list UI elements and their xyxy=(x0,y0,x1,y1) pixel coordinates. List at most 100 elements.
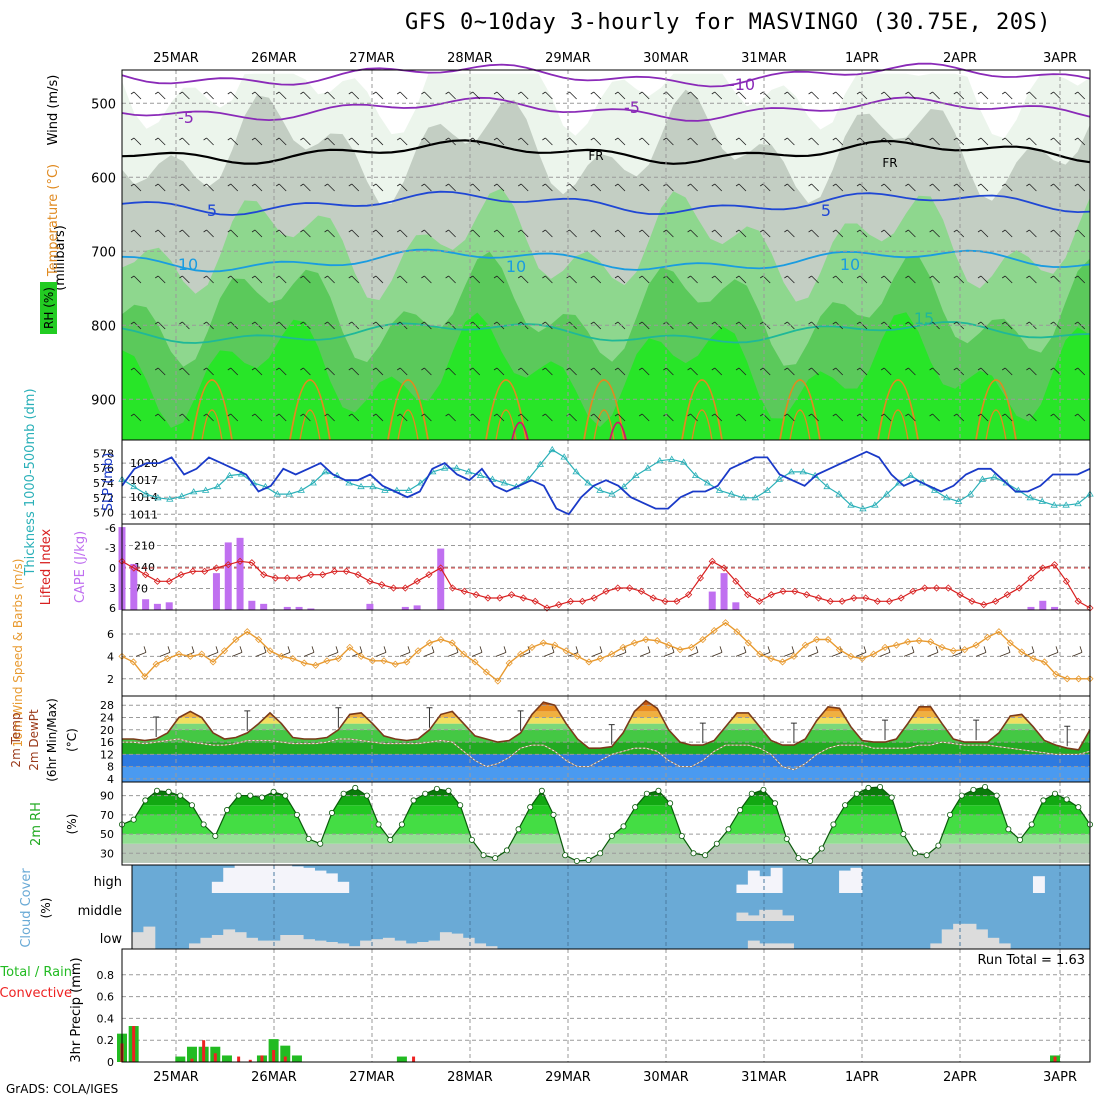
wind-barb xyxy=(396,183,408,192)
isotherm-label: -10 xyxy=(729,75,755,94)
wind-barb xyxy=(372,367,384,376)
wind-barb xyxy=(130,275,142,284)
thickness-marker-47 xyxy=(679,458,688,465)
isotherm-label: 10 xyxy=(178,255,198,274)
lifted-marker-40 xyxy=(590,594,598,602)
wind-barb xyxy=(517,275,529,284)
cape-bar xyxy=(295,606,303,610)
thickness-marker-50 xyxy=(715,486,724,493)
warm-contour-8 xyxy=(975,379,1017,441)
wind-barb xyxy=(1001,413,1013,422)
thickness-axis-label: Thickness 1000-500mb (dm) xyxy=(23,388,38,576)
thickness-marker-46 xyxy=(668,455,676,462)
rh-marker-16 xyxy=(305,835,312,842)
wind-speed-marker-80 xyxy=(1029,655,1037,663)
wind-barb xyxy=(445,91,456,100)
cloud-cell-low xyxy=(759,943,772,949)
lifted-marker-46 xyxy=(661,597,669,605)
cloud-cell-high xyxy=(770,867,783,893)
wind-barb xyxy=(348,91,360,100)
cloud-cell-low xyxy=(280,935,293,949)
wind-barb xyxy=(372,275,384,284)
rh-marker-24 xyxy=(398,821,405,828)
wind-barb xyxy=(348,183,360,192)
rh-marker-46 xyxy=(655,787,662,794)
wind-barb xyxy=(1074,229,1086,238)
hot-contour-2 xyxy=(609,421,627,441)
wind-barb xyxy=(977,183,989,192)
thickness-marker-70 xyxy=(954,497,963,504)
lifted-marker-57 xyxy=(791,587,799,595)
wind-barb xyxy=(638,183,650,192)
wind-barb xyxy=(590,183,602,192)
wind-speed-marker-46 xyxy=(642,635,650,644)
wind-barb xyxy=(808,91,819,100)
wind-barb xyxy=(1001,275,1013,284)
wind-barb xyxy=(179,413,190,422)
lifted-marker-68 xyxy=(921,584,929,592)
wind-barb xyxy=(251,367,263,376)
lifted-marker-23 xyxy=(389,584,398,592)
lifted-tick-label: -3 xyxy=(105,542,116,555)
lifted-marker-71 xyxy=(956,591,964,599)
wind-barb xyxy=(469,275,481,284)
wind-barb-10m xyxy=(231,646,243,657)
wind-barb xyxy=(735,229,747,238)
wind-barb xyxy=(300,275,311,284)
thickness-marker-30 xyxy=(476,471,485,478)
wind-speed-marker-79 xyxy=(1018,648,1026,656)
rh-marker-58 xyxy=(795,855,802,862)
warm-contour-inner-3 xyxy=(495,409,517,441)
rh-marker-43 xyxy=(620,823,627,830)
wind-barb xyxy=(1001,137,1013,146)
wind-speed-marker-14 xyxy=(277,652,286,660)
pressure-tick-label: 500 xyxy=(91,97,116,112)
rh-marker-49 xyxy=(690,850,697,857)
wind-barb xyxy=(880,91,892,100)
isotherm-label: FR xyxy=(882,156,897,170)
thickness-marker-62 xyxy=(859,505,867,512)
wind-barb xyxy=(372,137,384,146)
thickness-marker-15 xyxy=(297,486,305,493)
wind-speed-marker-67 xyxy=(881,643,889,651)
wind-barb-10m xyxy=(495,646,507,657)
wind-speed-marker-20 xyxy=(346,643,354,651)
wind-barb xyxy=(203,275,214,284)
precip-conv-bar xyxy=(248,1059,252,1062)
precip-conv-bar xyxy=(283,1056,287,1062)
rh-band-fill-4 xyxy=(122,795,1090,806)
cloud-cell-high xyxy=(1032,876,1045,893)
wind-barb xyxy=(179,229,190,238)
wind-barb-10m xyxy=(927,646,939,657)
rh-marker-45 xyxy=(643,790,650,797)
precip-tick-label: 0.8 xyxy=(97,969,115,982)
date-label-bottom: 27MAR xyxy=(349,1070,395,1085)
wind-barb xyxy=(905,275,916,284)
thickness-marker-21 xyxy=(369,482,377,490)
wind-barb xyxy=(227,91,239,100)
wind-barb xyxy=(542,413,553,422)
wind-speed-marker-66 xyxy=(870,650,878,658)
precip-conv-bar xyxy=(190,1058,194,1062)
cloud-cell-high xyxy=(280,865,293,893)
wind-speed-marker-23 xyxy=(380,657,388,665)
rh-legend-swatch xyxy=(40,282,57,334)
isotherm-label: FR xyxy=(588,149,603,163)
cloud-cell-high xyxy=(325,873,338,893)
date-label-top: 30MAR xyxy=(643,51,689,66)
lifted-marker-49 xyxy=(696,574,705,582)
wind-barb-10m xyxy=(735,646,747,657)
cloud-cell-low xyxy=(132,932,144,949)
wind-tick-label: 6 xyxy=(107,628,114,641)
cloud-cell-low xyxy=(143,926,156,949)
wind-barb xyxy=(275,367,287,376)
rh-marker-40 xyxy=(585,857,592,864)
lifted-marker-67 xyxy=(909,587,917,595)
wind-speed-marker-12 xyxy=(255,635,263,644)
wind-speed-marker-39 xyxy=(562,647,570,655)
wind-barb xyxy=(808,183,819,192)
lifted-marker-18 xyxy=(330,567,339,575)
cape-bar xyxy=(413,605,421,610)
wind-barb xyxy=(203,229,214,238)
wind-barb xyxy=(735,137,747,146)
